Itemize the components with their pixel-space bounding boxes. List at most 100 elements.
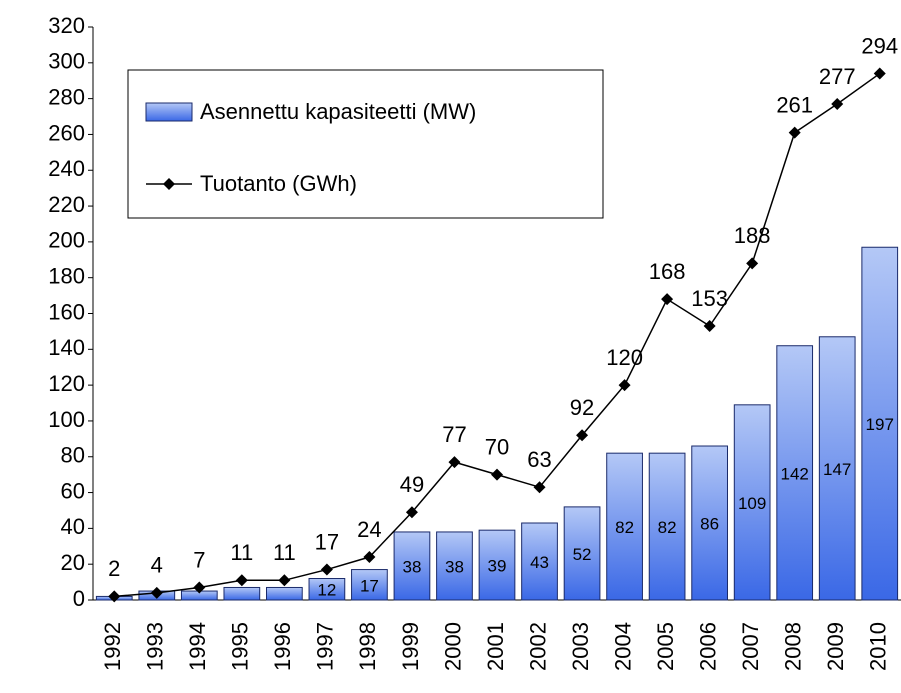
legend-label: Tuotanto (GWh)	[200, 171, 357, 196]
marker	[108, 590, 121, 603]
legend-box	[127, 69, 604, 219]
marker	[320, 563, 333, 576]
point-label: 4	[151, 553, 163, 578]
point-label: 2	[108, 556, 120, 581]
x-tick-label: 1994	[185, 622, 210, 671]
bar	[606, 452, 643, 601]
x-tick-label: 2010	[866, 622, 891, 671]
marker	[618, 379, 631, 392]
y-tick-label: 140	[48, 335, 85, 360]
point-label: 188	[734, 223, 771, 248]
bar	[478, 529, 516, 601]
bar	[266, 586, 303, 601]
point-label: 277	[819, 64, 856, 89]
marker	[278, 574, 291, 587]
y-tick-label: 200	[48, 228, 85, 253]
x-tick-label: 2000	[440, 622, 465, 671]
bar	[393, 531, 431, 601]
bar-label: 17	[360, 576, 379, 595]
y-tick-label: 220	[48, 192, 85, 217]
bar	[308, 578, 346, 601]
marker	[746, 257, 759, 270]
point-label: 153	[691, 286, 728, 311]
bar-label: 82	[658, 518, 677, 537]
y-tick-label: 60	[61, 478, 85, 503]
x-tick-label: 1999	[398, 622, 423, 671]
bar-label: 197	[866, 415, 894, 434]
bar-label: 43	[530, 553, 549, 572]
point-label: 17	[315, 529, 339, 554]
point-label: 92	[570, 395, 594, 420]
y-tick-label: 120	[48, 371, 85, 396]
marker	[363, 551, 376, 564]
y-tick-label: 280	[48, 84, 85, 109]
bar-label: 142	[780, 464, 808, 483]
y-tick-label: 40	[61, 514, 85, 539]
y-tick-label: 80	[61, 443, 85, 468]
point-label: 70	[485, 434, 509, 459]
x-tick-label: 2002	[525, 622, 550, 671]
marker	[193, 581, 206, 594]
x-tick-label: 2007	[738, 622, 763, 671]
marker	[150, 586, 163, 599]
bar	[436, 531, 473, 601]
bar-label: 147	[823, 460, 851, 479]
bar	[776, 345, 814, 601]
y-tick-label: 260	[48, 120, 85, 145]
x-tick-label: 2008	[780, 622, 805, 671]
y-tick-label: 160	[48, 299, 85, 324]
point-label: 294	[861, 33, 898, 58]
x-tick-label: 1993	[143, 622, 168, 671]
legend-swatch	[145, 102, 193, 122]
marker	[661, 293, 674, 306]
bar-label: 38	[445, 557, 464, 576]
y-tick-label: 100	[48, 407, 85, 432]
marker	[576, 429, 589, 442]
marker	[491, 468, 503, 481]
point-label: 11	[230, 540, 253, 565]
y-tick-label: 240	[48, 156, 85, 181]
bar-label: 12	[317, 581, 336, 600]
point-label: 11	[273, 540, 296, 565]
bar	[818, 336, 856, 601]
marker	[831, 97, 844, 110]
point-label: 77	[442, 422, 466, 447]
x-tick-label: 2004	[610, 622, 635, 671]
y-tick-label: 300	[48, 49, 85, 74]
bar	[563, 506, 601, 601]
bar-label: 52	[573, 545, 592, 564]
marker	[533, 481, 546, 494]
y-tick-label: 20	[61, 550, 85, 575]
point-label: 261	[776, 92, 813, 117]
legend-label: Asennettu kapasiteetti (MW)	[200, 99, 476, 124]
x-tick-label: 2003	[568, 622, 593, 671]
point-label: 7	[193, 547, 205, 572]
y-tick-label: 0	[73, 586, 85, 611]
bar-label: 82	[615, 518, 634, 537]
bar	[648, 452, 686, 601]
bar-label: 109	[738, 494, 766, 513]
x-tick-label: 2005	[653, 622, 678, 671]
x-tick-label: 2001	[483, 622, 508, 671]
bar-label: 39	[488, 557, 507, 576]
bar	[351, 569, 388, 601]
point-label: 63	[527, 447, 551, 472]
bar	[733, 404, 771, 601]
y-tick-label: 320	[48, 13, 85, 38]
x-tick-label: 1995	[228, 622, 253, 671]
x-tick-label: 1992	[100, 622, 125, 671]
x-tick-label: 1997	[313, 622, 338, 671]
x-tick-label: 1996	[270, 622, 295, 671]
x-tick-label: 2006	[695, 622, 720, 671]
bar	[691, 445, 728, 601]
marker	[405, 506, 418, 519]
bar-label: 86	[700, 514, 719, 533]
x-tick-label: 2009	[823, 622, 848, 671]
marker	[873, 67, 886, 80]
bar-label: 38	[402, 557, 421, 576]
bar	[521, 522, 558, 601]
marker	[788, 126, 801, 139]
y-tick-label: 180	[48, 264, 85, 289]
point-label: 168	[649, 259, 686, 284]
